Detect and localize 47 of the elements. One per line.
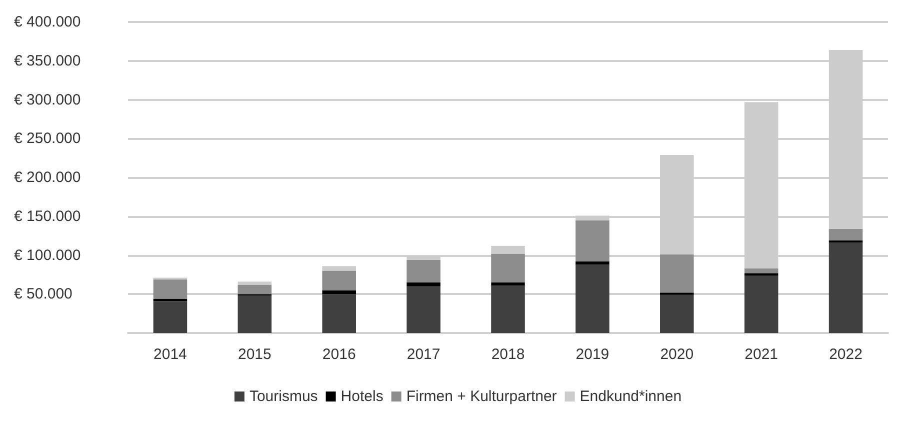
bar [660, 294, 694, 333]
y-tick-label: € 50.000 [14, 286, 72, 303]
bar [322, 294, 356, 333]
bar [828, 242, 863, 333]
x-tick-label: 2019 [576, 346, 610, 363]
bar [322, 270, 356, 290]
bar [576, 220, 610, 262]
y-tick-label: € 250.000 [14, 130, 81, 148]
y-tick-label: € 300.000 [14, 91, 81, 108]
bar [576, 264, 610, 333]
y-tick-label: € 350.000 [14, 52, 81, 70]
x-tick-label: 2015 [238, 346, 272, 363]
bar [322, 266, 356, 271]
bar [491, 282, 525, 286]
x-tick-label: 2020 [660, 346, 694, 363]
x-tick-label: 2016 [322, 346, 356, 363]
bar [828, 228, 863, 240]
bar [828, 240, 863, 243]
y-tick-label: € 100.000 [14, 246, 81, 264]
bar [406, 282, 440, 286]
bar [660, 254, 694, 293]
y-tick-label: € 150.000 [14, 208, 81, 225]
bar [238, 282, 272, 285]
bar [744, 275, 778, 333]
bar [238, 296, 272, 333]
bar [491, 254, 525, 282]
x-tick-label: 2017 [406, 346, 440, 363]
legend-label: Endkund*innen [580, 388, 682, 405]
bar [153, 301, 188, 333]
x-tick-label: 2022 [829, 346, 862, 363]
bar [406, 260, 440, 282]
bar [406, 286, 440, 333]
bar [153, 279, 188, 299]
legend-label: Tourismus [249, 388, 318, 405]
legend-label: Hotels [340, 388, 384, 405]
bar [491, 246, 525, 254]
legend-label: Firmen + Kulturpartner [406, 388, 557, 405]
y-tick-label: € 200.000 [14, 169, 81, 186]
y-tick-label: € 400.000 [14, 14, 81, 30]
bar [491, 286, 525, 333]
bar [576, 261, 610, 265]
bar [744, 268, 778, 274]
bar [238, 284, 272, 294]
x-tick-label: 2018 [491, 346, 525, 363]
bar [322, 290, 356, 294]
x-tick-label: 2021 [744, 346, 778, 363]
x-tick-label: 2014 [154, 346, 187, 363]
